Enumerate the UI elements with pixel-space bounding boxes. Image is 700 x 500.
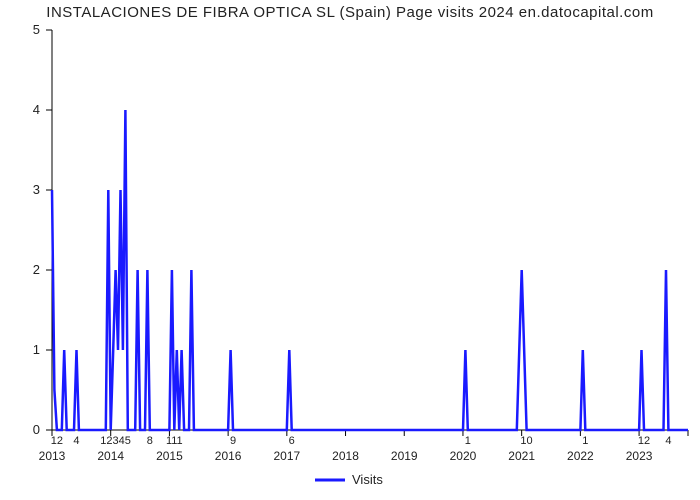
x-year-label: 2023 [626, 449, 653, 463]
x-data-label: 10 [520, 435, 532, 447]
x-data-label: 12345 [100, 435, 131, 447]
x-year-label: 2022 [567, 449, 594, 463]
x-year-label: 2013 [39, 449, 66, 463]
chart-title: INSTALACIONES DE FIBRA OPTICA SL (Spain)… [0, 4, 700, 21]
x-data-label: 6 [289, 435, 295, 447]
y-tick-label: 3 [33, 182, 40, 197]
y-tick-label: 4 [33, 102, 40, 117]
chart-canvas: 0123452013201420152016201720182019202020… [0, 0, 700, 500]
x-year-label: 2014 [97, 449, 124, 463]
x-year-label: 2015 [156, 449, 183, 463]
x-data-label: 1 [465, 435, 471, 447]
y-tick-label: 0 [33, 422, 40, 437]
x-data-label: 9 [230, 435, 236, 447]
x-year-label: 2020 [450, 449, 477, 463]
x-data-label: 4 [73, 435, 79, 447]
y-tick-label: 1 [33, 342, 40, 357]
visits-line [52, 110, 688, 430]
x-data-label: 1 [582, 435, 588, 447]
x-data-label: 111 [166, 435, 183, 447]
x-data-label: 4 [665, 435, 671, 447]
x-year-label: 2021 [508, 449, 535, 463]
y-tick-label: 2 [33, 262, 40, 277]
x-year-label: 2016 [215, 449, 242, 463]
x-year-label: 2018 [332, 449, 359, 463]
x-data-label: 12 [51, 435, 63, 447]
x-data-label: 8 [147, 435, 153, 447]
x-data-label: 12 [638, 435, 650, 447]
x-year-label: 2017 [273, 449, 300, 463]
legend-label: Visits [352, 472, 383, 487]
x-year-label: 2019 [391, 449, 418, 463]
y-tick-label: 5 [33, 22, 40, 37]
